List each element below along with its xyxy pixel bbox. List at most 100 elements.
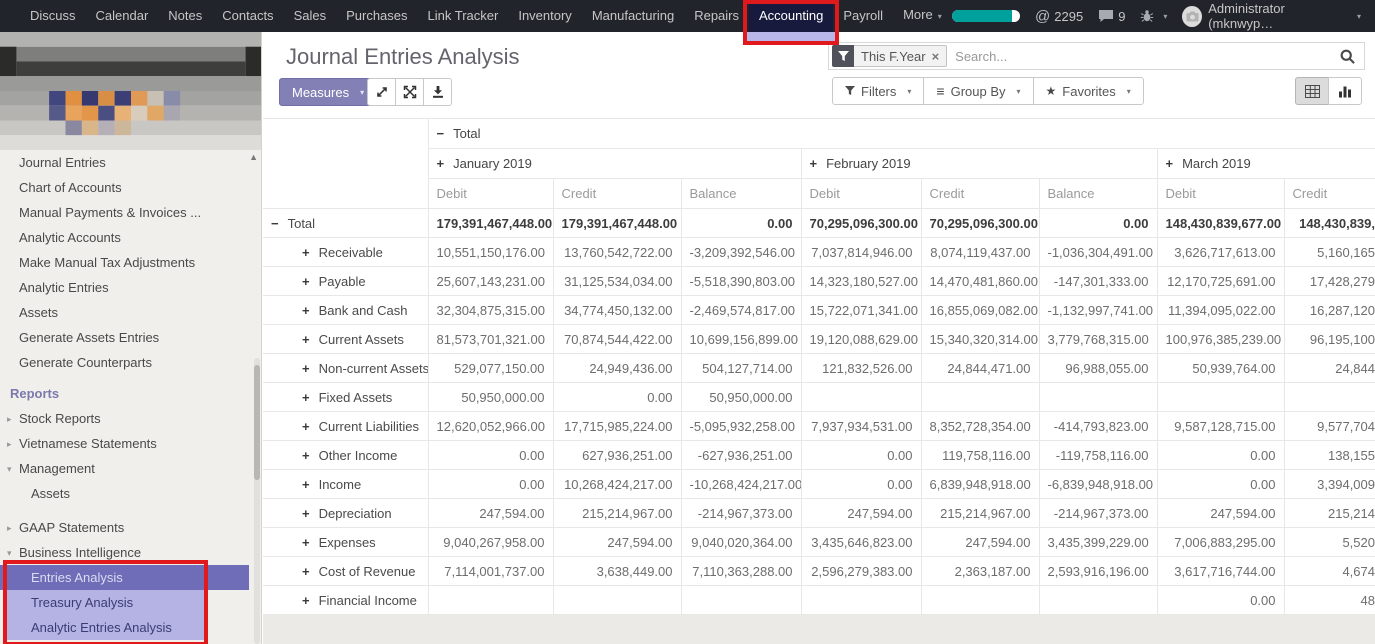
measure-header-balance: Balance (1039, 179, 1157, 209)
menu-calendar[interactable]: Calendar (86, 0, 159, 32)
menu-manufacturing[interactable]: Manufacturing (582, 0, 684, 32)
sidebar-item-analytic-entries-analysis[interactable]: Analytic Entries Analysis (4, 615, 208, 640)
row-header-current-assets[interactable]: +Current Assets (263, 325, 428, 354)
row-header-fixed-assets[interactable]: +Fixed Assets (263, 383, 428, 412)
expand-icon[interactable]: + (302, 361, 310, 376)
group-by-button[interactable]: ≡ Group By▾ (923, 77, 1033, 105)
sidebar-item-assets[interactable]: Assets (0, 300, 261, 325)
sidebar-item-management-assets[interactable]: Assets (0, 481, 261, 506)
expand-icon[interactable]: + (302, 390, 310, 405)
menu-discuss[interactable]: Discuss (20, 0, 86, 32)
chevron-right-icon[interactable]: ▸ (7, 432, 19, 456)
collapse-icon[interactable]: − (271, 216, 279, 231)
expand-icon[interactable]: + (1166, 156, 1174, 171)
flip-axis-button[interactable] (367, 78, 396, 106)
row-header-cost-of-revenue[interactable]: +Cost of Revenue (263, 557, 428, 586)
menu-contacts[interactable]: Contacts (212, 0, 283, 32)
row-header-other-income[interactable]: + Other Income (263, 441, 428, 470)
expand-icon[interactable]: + (302, 477, 310, 492)
expand-icon[interactable]: + (302, 564, 310, 579)
pivot-cell: 215,214,967.00 (553, 499, 681, 528)
favorites-button[interactable]: ★ Favorites▾ (1033, 77, 1144, 105)
expand-icon[interactable]: + (302, 245, 310, 260)
menu-sales[interactable]: Sales (284, 0, 337, 32)
search-bar[interactable]: This F.Year × (828, 42, 1365, 70)
row-header-non-current-assets[interactable]: +Non-current Assets (263, 354, 428, 383)
expand-icon[interactable]: + (302, 332, 310, 347)
scroll-up-arrow-icon[interactable]: ▲ (249, 152, 258, 162)
col-header-february-2019[interactable]: +February 2019 (801, 149, 1157, 179)
measure-header-debit: Debit (1157, 179, 1284, 209)
messages-counter[interactable]: 9 (1098, 9, 1125, 24)
chevron-down-icon[interactable]: ▾ (7, 457, 19, 481)
row-header-receivable[interactable]: +Receivable (263, 238, 428, 267)
row-header-payable[interactable]: + Payable (263, 267, 428, 296)
row-header-total[interactable]: −Total (263, 209, 428, 238)
row-label: Payable (319, 274, 366, 289)
sidebar-item-vietnamese-statements[interactable]: ▸Vietnamese Statements (0, 431, 261, 456)
row-label: Other Income (319, 448, 398, 463)
sidebar-item-generate-counterparts[interactable]: Generate Counterparts (0, 350, 261, 375)
pivot-view-button[interactable] (1295, 77, 1329, 105)
sidebar-item-treasury-analysis[interactable]: Treasury Analysis (4, 590, 208, 615)
measure-header-credit: Credit (921, 179, 1039, 209)
expand-icon[interactable]: + (810, 156, 818, 171)
sidebar-item-manual-payments-invoices[interactable]: Manual Payments & Invoices ... (0, 200, 261, 225)
search-input[interactable] (947, 48, 1339, 65)
expand-icon[interactable]: + (302, 303, 310, 318)
search-icon[interactable] (1339, 48, 1356, 65)
sidebar-item-analytic-accounts[interactable]: Analytic Accounts (0, 225, 261, 250)
expand-icon[interactable]: + (302, 448, 310, 463)
menu-notes[interactable]: Notes (158, 0, 212, 32)
sidebar-section-reports: Reports (0, 381, 261, 406)
expand-all-button[interactable] (395, 78, 424, 106)
menu-more[interactable]: More▾ (893, 0, 952, 33)
sidebar-item-business-intelligence[interactable]: ▾Business Intelligence (0, 540, 261, 565)
filters-button[interactable]: Filters▾ (832, 77, 924, 105)
sidebar-item-journal-entries[interactable]: Journal Entries (0, 150, 261, 175)
expand-icon[interactable]: + (302, 506, 310, 521)
facet-close-icon[interactable]: × (932, 49, 940, 64)
col-header-total[interactable]: −Total (428, 119, 1375, 149)
row-header-financial-income[interactable]: +Financial Income (263, 586, 428, 615)
sidebar-item-gaap-statements[interactable]: ▸GAAP Statements (0, 515, 261, 540)
sidebar-item-chart-of-accounts[interactable]: Chart of Accounts (0, 175, 261, 200)
row-header-current-liabilities[interactable]: +Current Liabilities (263, 412, 428, 441)
chevron-right-icon[interactable]: ▸ (7, 516, 19, 540)
expand-icon[interactable]: + (302, 535, 310, 550)
menu-accounting-active[interactable]: Accounting (749, 0, 833, 32)
expand-icon[interactable]: + (302, 274, 310, 289)
sidebar-item-analytic-entries[interactable]: Analytic Entries (0, 275, 261, 300)
expand-icon[interactable]: + (302, 593, 310, 608)
col-header-january-2019[interactable]: +January 2019 (428, 149, 801, 179)
chevron-right-icon[interactable]: ▸ (7, 407, 19, 431)
row-header-income[interactable]: +Income (263, 470, 428, 499)
row-header-bank-and-cash[interactable]: +Bank and Cash (263, 296, 428, 325)
measures-button[interactable]: Measures▾ (279, 78, 377, 106)
sidebar-item-make-manual-tax-adjustments[interactable]: Make Manual Tax Adjustments (0, 250, 261, 275)
sidebar-item-generate-assets-entries[interactable]: Generate Assets Entries (0, 325, 261, 350)
expand-icon[interactable]: + (437, 156, 445, 171)
row-header-expenses[interactable]: +Expenses (263, 528, 428, 557)
collapse-icon[interactable]: − (437, 126, 445, 141)
sidebar-scrollbar-thumb[interactable] (254, 365, 260, 480)
debug-menu[interactable]: ▾ (1140, 9, 1167, 23)
sidebar-item-management[interactable]: ▾Management (0, 456, 261, 481)
graph-view-button[interactable] (1328, 77, 1362, 105)
menu-inventory[interactable]: Inventory (508, 0, 581, 32)
pivot-cell: 13,760,542,722.00 (553, 238, 681, 267)
menu-payroll[interactable]: Payroll (833, 0, 893, 32)
pivot-cell: 0.00 (801, 470, 921, 499)
sidebar-item-entries-analysis-selected[interactable]: Entries Analysis (0, 565, 249, 590)
menu-purchases[interactable]: Purchases (336, 0, 417, 32)
chevron-down-icon[interactable]: ▾ (7, 541, 19, 565)
download-button[interactable] (423, 78, 452, 106)
row-header-depreciation[interactable]: +Depreciation (263, 499, 428, 528)
menu-repairs[interactable]: Repairs (684, 0, 749, 32)
sidebar-item-stock-reports[interactable]: ▸Stock Reports (0, 406, 261, 431)
col-header-march-2019[interactable]: +March 2019 (1157, 149, 1375, 179)
menu-link-tracker[interactable]: Link Tracker (418, 0, 509, 32)
expand-icon[interactable]: + (302, 419, 310, 434)
user-menu[interactable]: Administrator (mknwyp… ▾ (1182, 1, 1361, 31)
mentions-counter[interactable]: @ 2295 (1035, 8, 1083, 25)
